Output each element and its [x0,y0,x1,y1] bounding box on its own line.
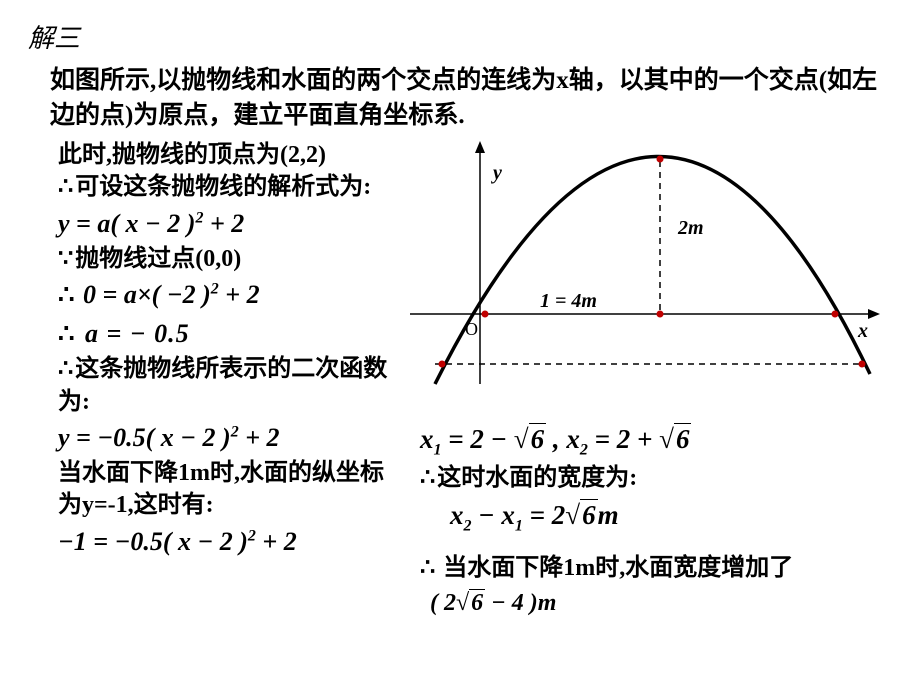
left-column: 此时,抛物线的顶点为(2,2) 可设这条抛物线的解析式为: y = a( x −… [28,139,398,621]
right-intersection-point [832,311,839,318]
x-label: x [857,320,868,342]
width-statement: 这时水面的宽度为: [420,462,880,494]
width-equation: x2 − x1 = 26m [450,495,880,538]
main-content: 此时,抛物线的顶点为(2,2) 可设这条抛物线的解析式为: y = a( x −… [28,139,892,621]
x-axis-arrow [868,309,880,319]
intro-text: 如图所示,以抛物线和水面的两个交点的连线为x轴，以其中的一个交点(如左边的点)为… [50,63,892,133]
lower-left-point [439,361,446,368]
equation-water-level: −1 = −0.5( x − 2 )2 + 2 [58,522,398,561]
equation-vertex-form: y = a( x − 2 )2 + 2 [58,204,398,243]
passes-origin: 抛物线过点(0,0) [58,243,398,275]
origin-label: O [465,319,478,339]
vertex-point [657,156,664,163]
left-intersection-point [482,311,489,318]
function-statement: 这条抛物线所表示的二次函数为: [58,353,398,418]
height-label: 2m [677,217,704,239]
right-text-block: x1 = 2 − 6 , x2 = 2 + 6 这时水面的宽度为: x2 − x… [410,419,880,621]
right-column: y x O 2m 1 = 4m x1 = 2 − 6 , x2 = 2 + 6 … [410,139,880,621]
solution-title: 解三 [28,18,892,55]
assume-form: 可设这条抛物线的解析式为: [58,171,398,203]
equation-substitute: 0 = a×( −2 )2 + 2 [58,275,398,314]
width-label: 1 = 4m [540,290,597,312]
equation-a-value: a = − 0.5 [58,314,398,353]
lower-right-point [859,361,866,368]
y-axis-arrow [475,141,485,153]
midpoint [657,311,664,318]
y-label: y [491,162,502,184]
parabola-chart: y x O 2m 1 = 4m [410,139,880,389]
equation-final-function: y = −0.5( x − 2 )2 + 2 [58,418,398,457]
conclusion-text: 当水面下降1m时,水面宽度增加了( 26 − 4 )m [420,552,880,620]
vertex-statement: 此时,抛物线的顶点为(2,2) [58,139,398,171]
chart-svg: y x O 2m 1 = 4m [410,139,880,389]
water-drop-statement: 当水面下降1m时,水面的纵坐标为y=-1,这时有: [58,457,398,522]
parabola-curve [435,156,870,384]
roots-equation: x1 = 2 − 6 , x2 = 2 + 6 [420,419,880,462]
